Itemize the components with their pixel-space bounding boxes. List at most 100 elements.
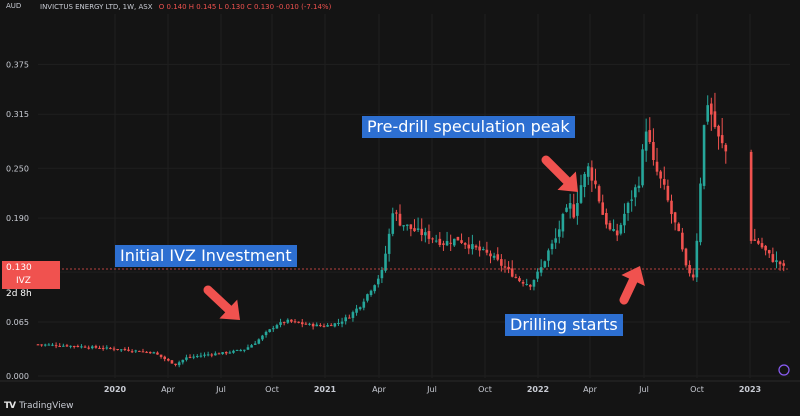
candle-body	[159, 354, 163, 357]
tradingview-logo[interactable]: TV TradingView	[4, 401, 74, 411]
candle-body	[308, 323, 311, 325]
candle-body	[304, 323, 308, 325]
current-price-value: 0.130	[6, 263, 32, 273]
candle-body	[503, 266, 507, 268]
candle-body	[322, 325, 326, 327]
candle-body	[691, 274, 695, 278]
candle-body	[597, 186, 601, 202]
candle-body	[579, 185, 583, 203]
candle-body	[101, 348, 105, 350]
candle-body	[590, 167, 594, 181]
candle-body	[420, 228, 424, 236]
y-tick-label: 0.065	[6, 318, 29, 327]
candle-body	[214, 353, 217, 356]
candle-body	[224, 351, 228, 354]
go-to-realtime-button[interactable]	[778, 364, 790, 376]
candle-body	[510, 268, 514, 277]
y-tick-label: 0.190	[6, 214, 29, 223]
candle-body	[65, 345, 69, 347]
candle-body	[434, 240, 438, 242]
candle-body	[235, 349, 239, 351]
candle-body	[167, 358, 170, 361]
candle-body	[594, 180, 597, 185]
symbol-title: INVICTUS ENERGY LTD, 1W, ASX	[40, 3, 153, 11]
candle-body	[637, 185, 641, 189]
candle-body	[634, 187, 637, 198]
y-tick-label: 0.375	[6, 60, 29, 69]
candle-body	[576, 203, 579, 216]
arrow-head	[219, 299, 240, 320]
candle-body	[753, 239, 757, 241]
candle-body	[445, 241, 449, 246]
candle-body	[203, 354, 206, 356]
candle-body	[767, 250, 771, 254]
x-tick-label: Apr	[161, 385, 176, 394]
candle-body	[525, 284, 528, 286]
candle-body	[775, 260, 778, 262]
annotation-drilling-starts: Drilling starts	[505, 314, 623, 336]
candle-body	[369, 290, 373, 296]
y-tick-label: 0.000	[6, 372, 29, 381]
candle-body	[36, 344, 40, 346]
candle-body	[373, 285, 376, 292]
candle-body	[253, 343, 257, 345]
candle-body	[619, 224, 623, 234]
candle-body	[684, 248, 688, 266]
candle-body	[565, 207, 568, 212]
candle-body	[293, 321, 297, 323]
candle-body	[492, 255, 496, 258]
candle-body	[109, 347, 112, 349]
candle-body	[311, 323, 315, 327]
candle-body	[612, 228, 615, 231]
candle-body	[127, 349, 130, 351]
candle-body	[478, 246, 481, 251]
candle-body	[43, 344, 47, 346]
ohlc-values: O 0.140 H 0.145 L 0.130 C 0.130 -0.010 (…	[158, 3, 332, 11]
annotation-arrows	[203, 155, 645, 320]
candle-body	[405, 224, 409, 226]
candle-body	[123, 348, 127, 350]
countdown-label: 2d 8h	[6, 289, 32, 299]
candle-body	[232, 350, 235, 353]
candle-body	[192, 356, 195, 358]
x-tick-label: Jul	[638, 385, 649, 394]
x-tick-label: Oct	[478, 385, 492, 394]
candle-body	[217, 353, 221, 355]
candle-body	[771, 254, 775, 262]
candle-body	[54, 345, 58, 347]
x-tick-label: 2021	[314, 385, 337, 394]
candle-body	[474, 245, 478, 248]
candle-body	[326, 325, 329, 327]
candle-body	[351, 312, 355, 318]
x-tick-label: Jul	[426, 385, 437, 394]
candle-body	[80, 346, 83, 348]
chart-grid	[38, 14, 790, 378]
candle-body	[557, 229, 561, 237]
candle-body	[561, 214, 565, 232]
x-tick-label: 2022	[527, 385, 549, 394]
current-price-badge: 0.130 IVZ 2d 8h	[2, 261, 60, 299]
candle-body	[116, 349, 119, 351]
candle-body	[145, 351, 148, 353]
candle-body	[662, 179, 666, 185]
candle-body	[463, 243, 467, 245]
candle-body	[391, 213, 395, 234]
candle-body	[431, 238, 434, 240]
candle-body	[188, 356, 192, 358]
candle-body	[648, 130, 652, 143]
candle-body	[529, 284, 532, 287]
symbol-legend[interactable]: INVICTUS ENERGY LTD, 1W, ASX O 0.140 H 0…	[40, 3, 331, 11]
candle-body	[250, 345, 253, 348]
candle-body	[195, 355, 199, 357]
candle-body	[329, 325, 333, 327]
candle-body	[424, 232, 427, 236]
candle-body	[681, 232, 684, 250]
candle-body	[666, 185, 670, 201]
candle-body	[315, 324, 319, 327]
candle-body	[539, 267, 543, 273]
candle-body	[416, 228, 420, 230]
arrow-shaft	[541, 155, 572, 186]
candle-body	[134, 350, 138, 352]
x-tick-label: 2020	[104, 385, 127, 394]
